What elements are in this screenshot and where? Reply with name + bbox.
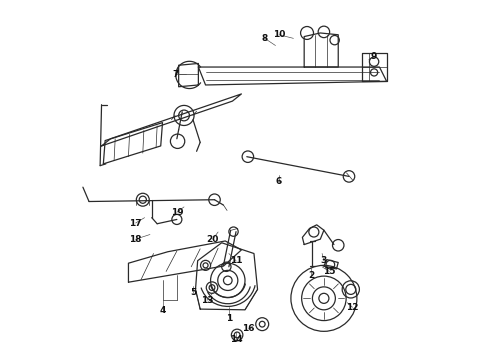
Text: 7: 7 <box>172 70 178 79</box>
Text: 17: 17 <box>129 219 142 228</box>
Text: 2: 2 <box>308 270 315 279</box>
Text: 12: 12 <box>346 303 359 312</box>
Text: 5: 5 <box>190 288 196 297</box>
Text: 8: 8 <box>262 34 268 43</box>
Text: 19: 19 <box>171 208 183 217</box>
Text: 16: 16 <box>243 324 255 333</box>
Text: 20: 20 <box>207 235 219 244</box>
Text: 10: 10 <box>273 30 285 39</box>
Text: 6: 6 <box>276 177 282 186</box>
Text: 11: 11 <box>230 256 242 265</box>
Text: 15: 15 <box>323 267 336 276</box>
Text: 18: 18 <box>129 235 142 244</box>
Text: 3: 3 <box>321 256 327 265</box>
Text: 13: 13 <box>201 296 214 305</box>
Text: 9: 9 <box>371 52 377 61</box>
Text: 14: 14 <box>230 335 243 344</box>
Text: 4: 4 <box>159 306 166 315</box>
Text: 1: 1 <box>226 314 232 323</box>
